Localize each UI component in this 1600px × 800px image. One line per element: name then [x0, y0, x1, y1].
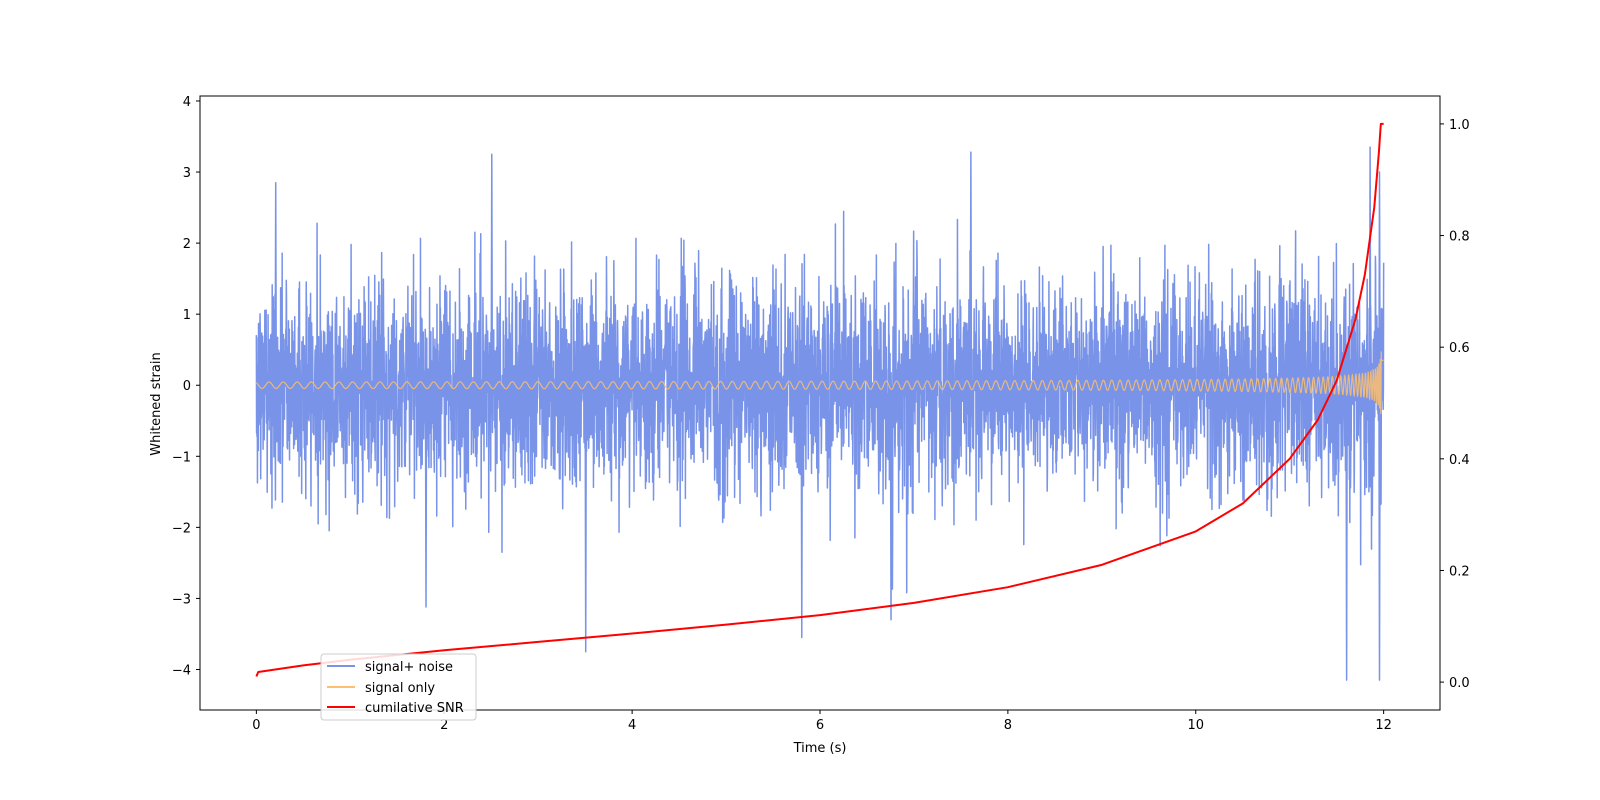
legend-label-signal-only: signal only [365, 681, 435, 696]
legend: signal+ noise signal only cumilative SNR [320, 653, 477, 721]
y-tick-label: −4 [172, 663, 191, 678]
y-tick-label: −1 [172, 450, 191, 465]
cumulative-snr-layer [255, 122, 1384, 677]
y-tick-label: 3 [183, 166, 191, 181]
y-tick-label: 0 [183, 379, 191, 394]
signal-only-layer [255, 351, 1384, 414]
x-tick-label: 6 [816, 718, 824, 733]
y-right-tick-label: 0.4 [1449, 453, 1470, 468]
y-right-tick-label: 0.6 [1449, 341, 1470, 356]
x-tick-label: 0 [252, 718, 260, 733]
y-tick-label: 4 [183, 95, 191, 110]
y-axis-left-ticks: −4 −3 −2 −1 0 1 2 3 4 [172, 95, 200, 678]
signal-plus-noise-layer [255, 146, 1385, 681]
y-axis-label: Whitened strain [149, 352, 164, 455]
x-tick-label: 12 [1375, 718, 1392, 733]
y-right-tick-label: 0.8 [1449, 230, 1470, 245]
series-line-signal-plus-noise [255, 146, 1385, 681]
x-tick-label: 4 [628, 718, 636, 733]
y-tick-label: −3 [172, 592, 191, 607]
legend-label-signal-plus-noise: signal+ noise [365, 660, 453, 675]
legend-label-cumulative-snr: cumilative SNR [365, 701, 464, 716]
x-axis-label: Time (s) [793, 741, 847, 756]
y-tick-label: 2 [183, 237, 191, 252]
y-axis-right-ticks: 0.0 0.2 0.4 0.6 0.8 1.0 [1440, 118, 1470, 691]
series-line-signal-only [255, 351, 1384, 414]
x-tick-label: 10 [1187, 718, 1204, 733]
y-right-tick-label: 1.0 [1449, 118, 1470, 133]
x-tick-label: 8 [1004, 718, 1012, 733]
y-right-tick-label: 0.0 [1449, 676, 1470, 691]
legend-box [320, 653, 477, 721]
plot-area [255, 122, 1385, 681]
y-tick-label: 1 [183, 308, 191, 323]
y-tick-label: −2 [172, 521, 191, 536]
series-line-cumulative-snr [255, 122, 1384, 677]
y-right-tick-label: 0.2 [1449, 564, 1470, 579]
x-tick-label: 2 [440, 718, 448, 733]
